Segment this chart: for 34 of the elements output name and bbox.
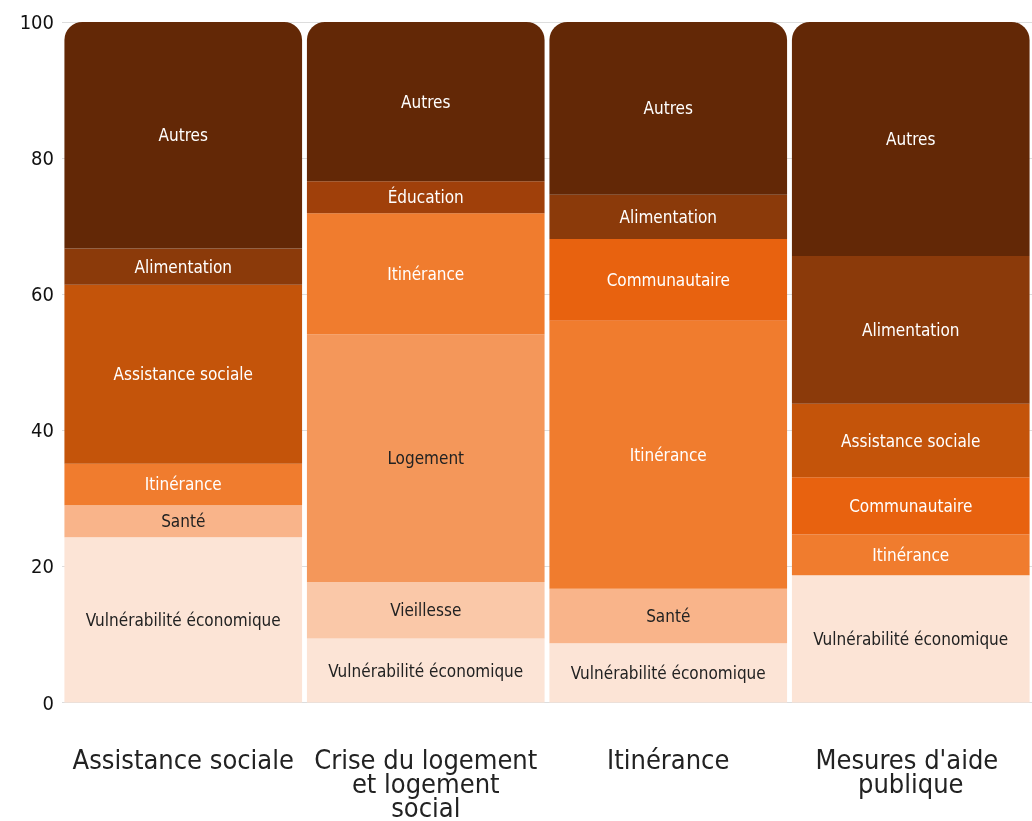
series-label: Éducation (387, 186, 464, 208)
y-tick-label: 40 (31, 418, 54, 443)
text: Autres (158, 125, 208, 146)
series-label: Vulnérabilité économique (570, 662, 766, 683)
series-label: Logement (387, 448, 465, 469)
text: Autres (886, 129, 936, 150)
series-label: Vieillesse (390, 600, 462, 621)
x-tick-label: Itinérance (607, 744, 730, 775)
y-tick-label: 80 (31, 146, 54, 171)
y-tick-label: 0 (42, 690, 54, 715)
text: Autres (643, 98, 693, 119)
text: Alimentation (619, 206, 718, 227)
text: Alimentation (861, 319, 960, 340)
text: Vulnérabilité économique (85, 609, 281, 630)
series-label: Alimentation (134, 256, 233, 277)
y-tick-label: 20 (31, 554, 54, 579)
series-label: Assistance sociale (841, 430, 981, 451)
category-label: Itinérance (144, 474, 222, 495)
series-label: Communautaire (849, 495, 973, 516)
x-tick-label: Assistance sociale (72, 744, 294, 775)
text: Vulnérabilité économique (328, 660, 524, 681)
series-label: Santé (161, 511, 206, 532)
x-tick-label: Mesures d'aide publique (815, 744, 1006, 799)
category-label: Assistance sociale (113, 364, 253, 385)
text: Santé (646, 606, 691, 627)
series-label: Autres (401, 91, 451, 112)
category-label: Itinérance (629, 444, 707, 465)
text: Vulnérabilité économique (813, 628, 1009, 649)
category-label: Itinérance (387, 263, 465, 284)
text: Communautaire (606, 269, 730, 290)
y-tick-label: 60 (31, 282, 54, 307)
y-tick-label: 100 (19, 10, 54, 34)
series-label: Itinérance (872, 544, 950, 565)
x-tick-label: Crise du logement et logement social (314, 744, 538, 821)
